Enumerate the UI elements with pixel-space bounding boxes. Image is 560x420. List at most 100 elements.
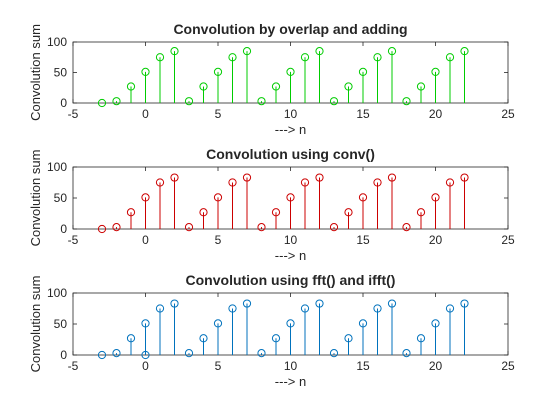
x-tick-label: 20 [429, 107, 443, 121]
stem-marker [286, 67, 295, 76]
stem-marker [373, 304, 382, 313]
stem-marker [257, 97, 266, 106]
stem-marker [141, 319, 150, 328]
y-tick-label: 0 [60, 96, 67, 110]
stem-marker [300, 178, 310, 187]
chart-title: Convolution by overlap and adding [173, 21, 407, 37]
stem-marker [373, 53, 382, 62]
y-tick-label: 50 [54, 317, 68, 331]
stem-marker [300, 304, 310, 313]
stem-marker [155, 304, 165, 313]
stem-marker [228, 53, 237, 62]
x-tick-label: 5 [215, 107, 222, 121]
y-tick-label: 50 [54, 191, 68, 205]
stem-marker [329, 223, 339, 232]
stem-marker [213, 193, 223, 202]
y-tick-label: 100 [47, 160, 67, 174]
stem-marker [402, 223, 411, 232]
x-tick-label: -5 [68, 359, 79, 373]
stem-marker [170, 173, 179, 182]
stem-marker [170, 299, 179, 308]
stem-marker [242, 299, 252, 308]
stem-marker [141, 67, 150, 76]
stem-marker [445, 304, 455, 313]
stem-marker [199, 82, 208, 91]
stem-marker [112, 349, 121, 358]
stem-marker [416, 208, 426, 217]
stem-marker [431, 193, 440, 202]
x-tick-label: 5 [215, 233, 222, 247]
stem-marker [358, 319, 368, 328]
stem-series [97, 173, 469, 234]
x-axis-label: ---> n [275, 374, 306, 389]
stem-marker [460, 47, 469, 56]
x-tick-label: 25 [501, 233, 515, 247]
x-axis-label: ---> n [275, 248, 306, 263]
x-tick-label: 0 [142, 233, 149, 247]
stem-marker [286, 193, 295, 202]
x-tick-label: 15 [356, 107, 370, 121]
stem-marker [141, 193, 150, 202]
stem-marker [387, 299, 397, 308]
stem-marker [155, 178, 165, 187]
stem-marker [213, 319, 223, 328]
stem-marker [242, 173, 252, 182]
x-tick-label: 25 [501, 107, 515, 121]
stem-marker [402, 349, 411, 358]
stem-marker [387, 173, 397, 182]
stem-marker [460, 299, 469, 308]
x-tick-label: -5 [68, 107, 79, 121]
stem-marker [315, 47, 324, 56]
stem-marker [213, 67, 223, 76]
x-tick-label: 20 [429, 233, 443, 247]
x-tick-label: 25 [501, 359, 515, 373]
stem-marker [329, 349, 339, 358]
stem-marker [126, 334, 136, 343]
stem-marker [257, 349, 266, 358]
stem-marker [373, 178, 382, 187]
y-tick-label: 50 [54, 66, 68, 80]
stem-marker [97, 224, 107, 234]
stem-marker [460, 173, 469, 182]
stem-marker [300, 53, 310, 62]
x-tick-label: 5 [215, 359, 222, 373]
stem-series [97, 47, 469, 108]
y-axis-label: Convolution sum [28, 24, 43, 121]
stem-marker [126, 208, 136, 217]
stem-marker [344, 208, 353, 217]
stem-marker [141, 350, 150, 360]
y-tick-label: 0 [60, 348, 67, 362]
stem-marker [184, 223, 194, 232]
stem-marker [271, 82, 281, 91]
y-axis-label: Convolution sum [28, 276, 43, 373]
stem-marker [112, 223, 121, 232]
x-tick-label: 0 [142, 359, 149, 373]
stem-marker [315, 299, 324, 308]
stem-marker [126, 82, 136, 91]
stem-marker [431, 67, 440, 76]
x-tick-label: 15 [356, 233, 370, 247]
stem-marker [416, 82, 426, 91]
y-tick-label: 100 [47, 35, 67, 49]
x-tick-label: 20 [429, 359, 443, 373]
stem-marker [199, 208, 208, 217]
stem-marker [358, 67, 368, 76]
chart-title: Convolution using fft() and ifft() [186, 272, 396, 288]
x-tick-label: 10 [284, 233, 298, 247]
stem-marker [257, 223, 266, 232]
stem-marker [228, 178, 237, 187]
stem-marker [242, 47, 252, 56]
stem-marker [344, 334, 353, 343]
x-axis-label: ---> n [275, 122, 306, 137]
stem-marker [286, 319, 295, 328]
chart-title: Convolution using conv() [206, 146, 375, 162]
stem-marker [184, 349, 194, 358]
stem-marker [344, 82, 353, 91]
stem-series [97, 299, 469, 360]
stem-marker [315, 173, 324, 182]
stem-marker [228, 304, 237, 313]
